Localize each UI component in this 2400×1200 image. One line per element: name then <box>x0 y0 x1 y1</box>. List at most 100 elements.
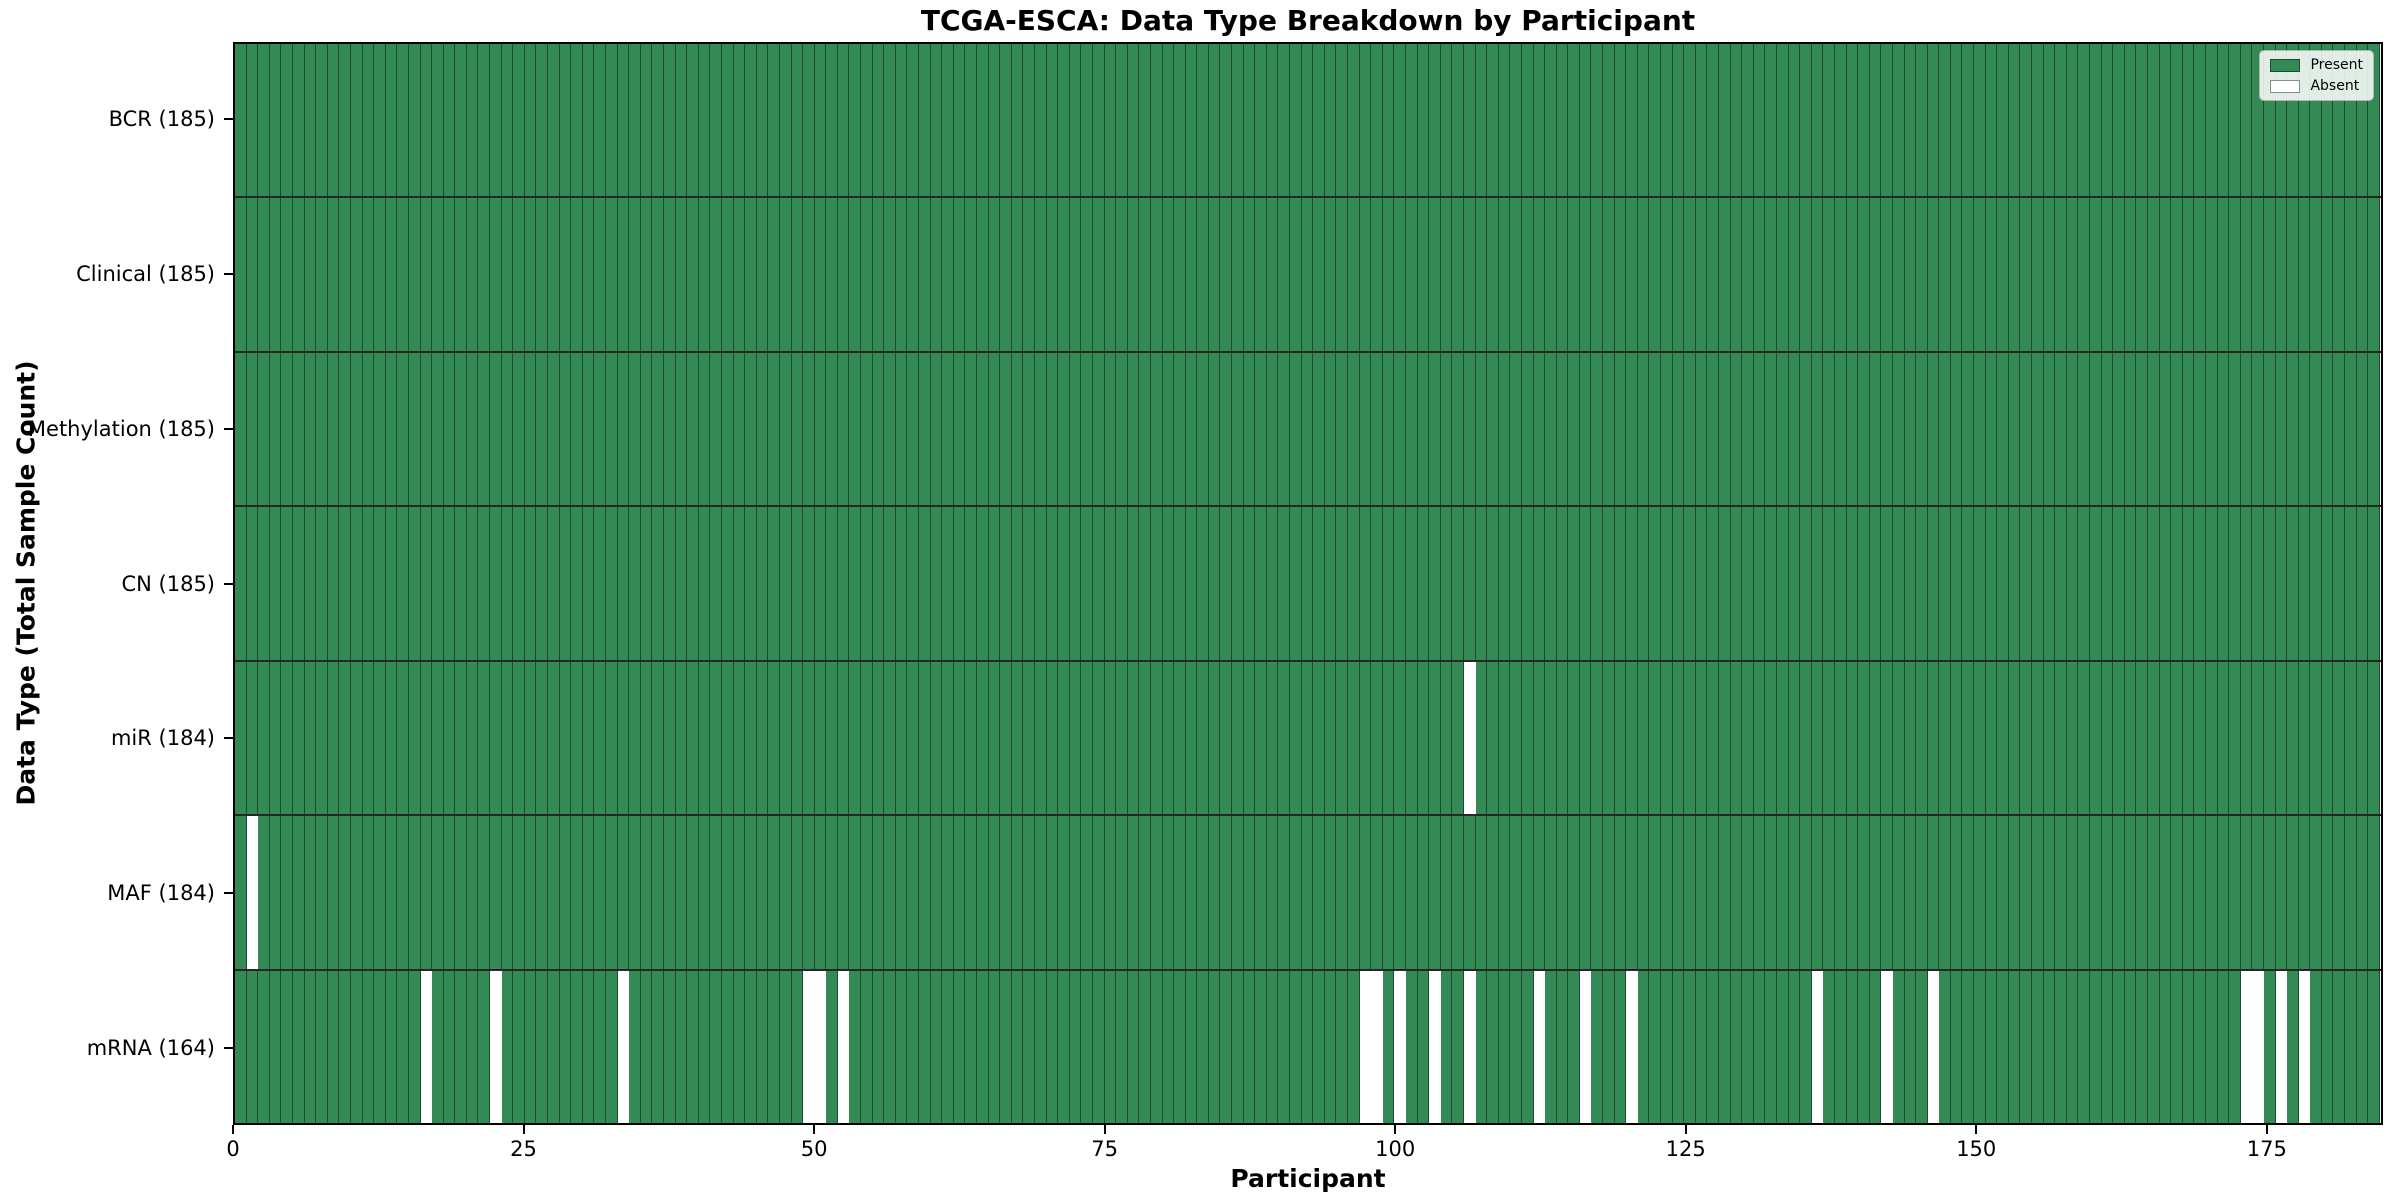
cell <box>235 507 247 660</box>
cell <box>339 198 351 351</box>
cell <box>524 970 537 1123</box>
cell <box>2147 970 2160 1123</box>
cell <box>2217 352 2230 506</box>
cell <box>884 507 896 660</box>
cell <box>1278 970 1291 1123</box>
cell <box>582 44 595 197</box>
cell <box>1336 44 1348 197</box>
cell <box>1695 970 1708 1123</box>
cell <box>919 661 931 815</box>
cell <box>1324 816 1337 969</box>
cell <box>1278 507 1291 660</box>
cell <box>1069 198 1082 351</box>
y-tick-mark <box>224 118 233 121</box>
cell <box>1591 198 1604 351</box>
cell <box>571 352 583 506</box>
cell <box>2217 44 2230 197</box>
cell <box>1626 352 1638 506</box>
cell <box>1510 970 1522 1123</box>
cell <box>2275 198 2288 351</box>
cell <box>1985 198 1998 351</box>
cell <box>2043 970 2056 1123</box>
cell <box>443 507 456 660</box>
cell <box>1927 970 1940 1123</box>
cell <box>1661 816 1673 969</box>
cell <box>2310 661 2322 815</box>
cell <box>269 661 282 815</box>
cell <box>1904 661 1917 815</box>
cell <box>733 352 746 506</box>
cell <box>1185 44 1198 197</box>
cell <box>594 352 606 506</box>
y-axis-ticks: BCR (185) Clinical (185) Methylation (185)… <box>0 42 233 1125</box>
cell <box>350 507 363 660</box>
cell <box>617 507 630 660</box>
cell <box>2020 970 2033 1123</box>
cell <box>1185 507 1198 660</box>
cell <box>1174 198 1186 351</box>
cell <box>1034 970 1047 1123</box>
cell <box>281 816 293 969</box>
cell <box>1197 816 1209 969</box>
cell <box>2298 44 2311 197</box>
cell <box>1417 198 1430 351</box>
cell <box>1104 44 1117 197</box>
cell <box>2356 352 2369 506</box>
cell <box>2136 816 2148 969</box>
cell <box>2124 44 2137 197</box>
cell <box>582 198 595 351</box>
cell <box>652 507 664 660</box>
cell <box>965 352 977 506</box>
cell <box>1591 44 1604 197</box>
cell <box>548 661 560 815</box>
cell <box>1290 198 1302 351</box>
cell <box>1058 352 1070 506</box>
cell <box>1498 352 1511 506</box>
cell <box>281 352 293 506</box>
cell <box>1997 507 2009 660</box>
cell <box>745 198 757 351</box>
cell <box>1475 507 1488 660</box>
cell <box>1672 507 1685 660</box>
cell <box>1266 507 1279 660</box>
cell <box>571 198 583 351</box>
cell <box>768 661 780 815</box>
cell <box>1034 507 1047 660</box>
cell <box>408 352 421 506</box>
cell <box>536 44 549 197</box>
cell <box>2252 198 2264 351</box>
cell <box>2356 507 2369 660</box>
cell <box>339 507 351 660</box>
cell <box>2090 661 2102 815</box>
cell <box>640 661 653 815</box>
cell <box>814 970 827 1123</box>
cell <box>1278 661 1291 815</box>
cell <box>2055 44 2067 197</box>
cell <box>617 198 630 351</box>
cell <box>350 816 363 969</box>
cell <box>1000 352 1012 506</box>
cell <box>698 970 711 1123</box>
cell <box>501 44 514 197</box>
cell <box>768 970 780 1123</box>
cell <box>1719 198 1731 351</box>
legend-item-absent: Absent <box>2270 78 2363 94</box>
cell <box>710 816 722 969</box>
cell <box>895 816 908 969</box>
cell <box>1452 198 1464 351</box>
cell <box>1440 44 1453 197</box>
cell <box>1069 816 1082 969</box>
cell <box>1719 816 1731 969</box>
cell <box>269 44 282 197</box>
cell <box>2032 44 2044 197</box>
cell <box>408 661 421 815</box>
cell <box>513 661 525 815</box>
cell <box>1243 352 1256 506</box>
cell <box>455 198 467 351</box>
cell <box>2078 44 2090 197</box>
cell <box>1405 661 1418 815</box>
cell <box>1000 661 1012 815</box>
cell <box>1939 970 1951 1123</box>
cell <box>907 507 920 660</box>
cell <box>2159 507 2172 660</box>
